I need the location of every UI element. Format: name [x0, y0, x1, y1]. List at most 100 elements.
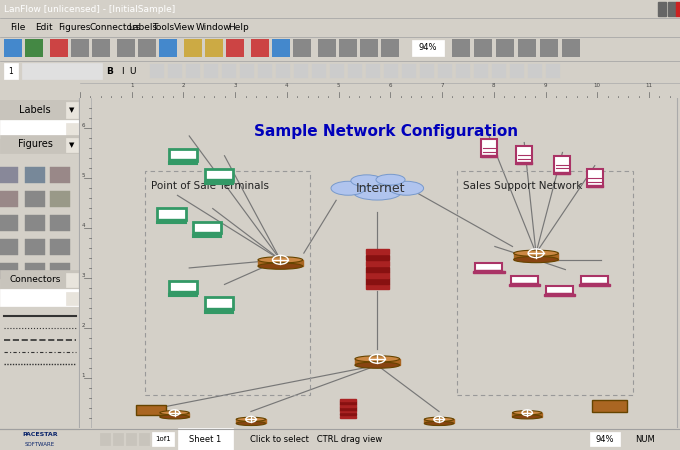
Bar [562, 39, 580, 57]
Bar [513, 413, 542, 417]
Bar [518, 39, 536, 57]
Bar [22, 63, 102, 79]
FancyBboxPatch shape [581, 276, 609, 284]
FancyBboxPatch shape [511, 276, 538, 284]
Bar [160, 413, 189, 417]
Bar [516, 162, 532, 164]
Bar [312, 64, 326, 78]
Bar [25, 239, 45, 255]
Bar [513, 253, 558, 260]
Text: SOFTWARE: SOFTWARE [25, 442, 55, 447]
Bar [0, 100, 80, 120]
Ellipse shape [389, 181, 424, 195]
Text: 1: 1 [130, 83, 133, 88]
Bar [546, 64, 560, 78]
Bar [366, 272, 389, 278]
Bar [366, 266, 389, 272]
Text: Edit: Edit [35, 22, 52, 32]
Bar [587, 185, 602, 187]
Text: Sheet 1: Sheet 1 [189, 435, 221, 444]
Bar [366, 255, 389, 260]
FancyBboxPatch shape [192, 221, 221, 234]
Bar [0, 239, 18, 255]
FancyBboxPatch shape [579, 284, 611, 286]
Bar [25, 215, 45, 231]
FancyBboxPatch shape [516, 146, 532, 164]
Bar [25, 167, 45, 183]
Bar [340, 413, 356, 415]
Bar [138, 39, 156, 57]
FancyBboxPatch shape [205, 297, 233, 309]
Bar [340, 407, 356, 410]
Bar [178, 428, 233, 450]
Ellipse shape [354, 185, 401, 200]
Bar [360, 39, 378, 57]
Text: 2: 2 [82, 323, 85, 328]
Bar [340, 416, 356, 418]
Text: 4: 4 [285, 83, 288, 88]
Bar [0, 191, 18, 207]
Bar [412, 40, 444, 56]
Bar [456, 64, 470, 78]
Bar [294, 64, 308, 78]
Bar [0, 167, 18, 183]
Bar [50, 39, 68, 57]
Bar [150, 64, 164, 78]
FancyBboxPatch shape [169, 281, 197, 293]
Text: LanFlow [unlicensed] - [InitialSample]: LanFlow [unlicensed] - [InitialSample] [4, 4, 175, 13]
Bar [4, 63, 18, 79]
Bar [340, 413, 356, 415]
Text: Labels: Labels [128, 22, 157, 32]
Bar [402, 64, 416, 78]
Bar [0, 135, 79, 153]
Bar [668, 2, 676, 16]
Bar [276, 64, 290, 78]
Text: File: File [10, 22, 25, 32]
FancyBboxPatch shape [158, 222, 186, 223]
Ellipse shape [331, 181, 365, 195]
Ellipse shape [355, 356, 400, 362]
Ellipse shape [236, 417, 266, 421]
Bar [0, 120, 79, 138]
Bar [236, 419, 266, 423]
Ellipse shape [376, 174, 405, 185]
Bar [348, 64, 362, 78]
Bar [92, 39, 110, 57]
Bar [71, 39, 89, 57]
Bar [169, 292, 197, 293]
Text: 4: 4 [82, 223, 85, 228]
Text: 3: 3 [82, 273, 85, 278]
Text: 8: 8 [492, 83, 496, 88]
Bar [330, 64, 344, 78]
FancyBboxPatch shape [169, 294, 197, 296]
Text: Figures: Figures [18, 139, 52, 149]
Bar [66, 273, 78, 287]
Ellipse shape [160, 411, 189, 415]
Bar [258, 260, 303, 266]
Bar [475, 270, 503, 271]
Text: Tools: Tools [152, 22, 174, 32]
Bar [658, 2, 666, 16]
Bar [474, 64, 488, 78]
Bar [366, 249, 389, 254]
Bar [340, 399, 356, 401]
Bar [169, 159, 197, 161]
FancyBboxPatch shape [475, 263, 503, 271]
Bar [126, 433, 136, 445]
FancyBboxPatch shape [205, 311, 233, 312]
FancyBboxPatch shape [546, 286, 573, 294]
Text: Help: Help [228, 22, 249, 32]
Bar [117, 39, 135, 57]
Text: 3: 3 [233, 83, 237, 88]
Text: I: I [120, 67, 123, 76]
Text: 94%: 94% [419, 44, 437, 53]
Text: PACESTAR: PACESTAR [22, 432, 58, 437]
Bar [66, 123, 78, 137]
Ellipse shape [513, 256, 558, 263]
Bar [240, 64, 254, 78]
Text: 1of1: 1of1 [155, 436, 171, 442]
FancyBboxPatch shape [509, 284, 540, 286]
Bar [366, 284, 389, 289]
Text: ▼: ▼ [69, 107, 75, 113]
FancyBboxPatch shape [592, 400, 627, 411]
